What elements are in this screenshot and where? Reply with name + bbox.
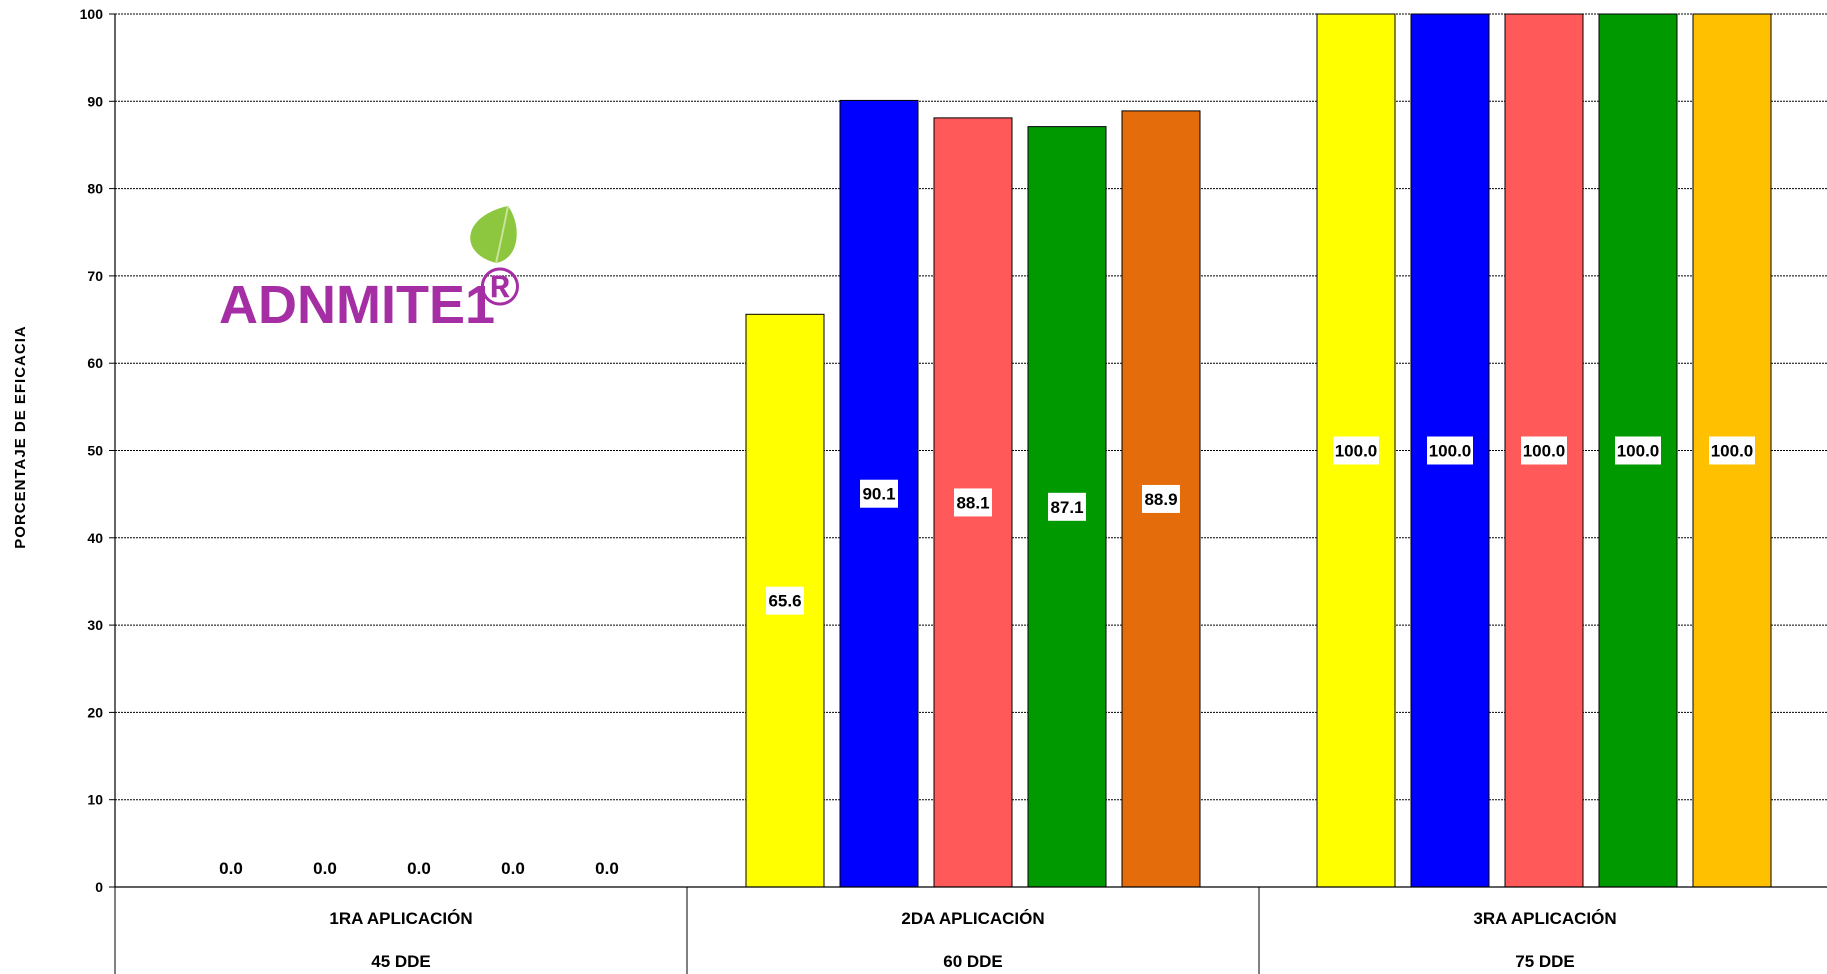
data-label: 0.0 <box>407 859 431 878</box>
data-label: 100.0 <box>1711 442 1754 461</box>
data-label-box <box>1048 492 1086 521</box>
data-label: 90.1 <box>862 485 895 504</box>
category-label: 1RA APLICACIÓN <box>329 909 472 928</box>
data-label: 0.0 <box>501 859 525 878</box>
data-labels: 0.0 0.0 0.0 0.0 0.0 65.6 90.1 88.1 87.1 88.9 100.0… <box>219 436 1755 878</box>
brand-text: ADNMITE1 <box>219 275 495 335</box>
data-label: 100.0 <box>1429 442 1472 461</box>
y-tick-label: 80 <box>87 181 103 197</box>
data-label-box <box>1615 436 1661 465</box>
y-tick-labels: 0 10 20 30 40 50 60 70 80 90 100 <box>80 6 104 895</box>
data-label-box <box>954 488 992 517</box>
data-label-box <box>860 479 898 508</box>
brand-watermark: ADNMITE1 ® <box>219 205 520 335</box>
data-label-box <box>766 586 804 615</box>
category-sublabel: 45 DDE <box>371 952 431 971</box>
data-label: 88.9 <box>1144 490 1177 509</box>
data-label: 100.0 <box>1617 442 1660 461</box>
data-label: 0.0 <box>219 859 243 878</box>
y-tick-label: 0 <box>95 879 103 895</box>
leaf-icon <box>470 205 517 264</box>
y-tick-label: 40 <box>87 530 103 546</box>
category-label: 3RA APLICACIÓN <box>1473 909 1616 928</box>
category-sublabel: 60 DDE <box>943 952 1003 971</box>
data-label: 100.0 <box>1523 442 1566 461</box>
data-label: 0.0 <box>313 859 337 878</box>
y-axis-label: PORCENTAJE DE EFICACIA <box>12 325 29 548</box>
category-sublabel: 75 DDE <box>1515 952 1575 971</box>
y-tick-label: 100 <box>80 6 104 22</box>
data-label-box <box>1333 436 1379 465</box>
data-label: 100.0 <box>1335 442 1378 461</box>
data-label-box <box>1427 436 1473 465</box>
y-tick-label: 70 <box>87 268 103 284</box>
y-tick-label: 10 <box>87 792 103 808</box>
data-label: 65.6 <box>768 592 801 611</box>
brand-registered-mark: ® <box>480 257 520 317</box>
y-tick-label: 30 <box>87 617 103 633</box>
y-tick-label: 20 <box>87 704 103 720</box>
data-label-box <box>1709 436 1755 465</box>
data-label: 0.0 <box>595 859 619 878</box>
y-tick-label: 50 <box>87 443 103 459</box>
category-labels: 1RA APLICACIÓN 45 DDE 2DA APLICACIÓN 60 DDE… <box>329 909 1616 971</box>
axes <box>109 13 1827 974</box>
data-label-box <box>1521 436 1567 465</box>
data-label-box <box>1142 484 1180 513</box>
y-tick-label: 90 <box>87 93 103 109</box>
y-tick-label: 60 <box>87 355 103 371</box>
data-label: 88.1 <box>956 493 989 512</box>
category-label: 2DA APLICACIÓN <box>901 909 1044 928</box>
data-label: 87.1 <box>1050 498 1083 517</box>
